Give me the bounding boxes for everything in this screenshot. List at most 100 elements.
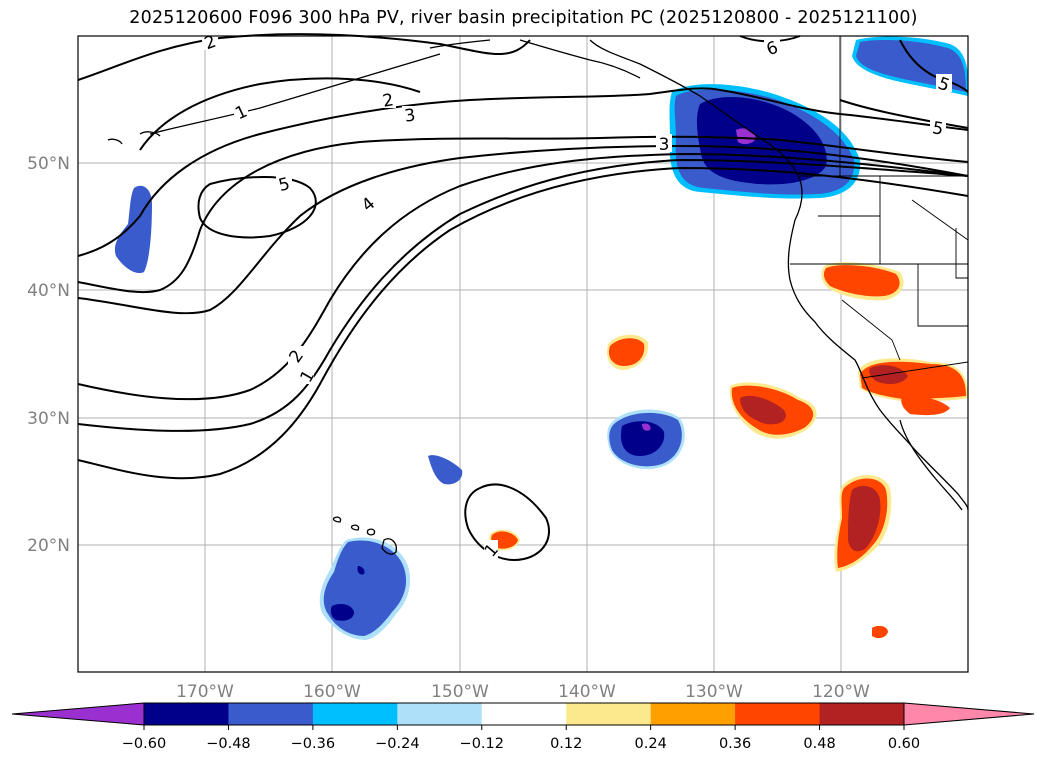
contour-label-bg <box>484 540 498 558</box>
border-line <box>861 361 969 379</box>
colorbar: −0.60 −0.48 −0.36 −0.24 −0.12 0.12 0.24 0.36 0.4… <box>11 702 1035 752</box>
precip-blob-positive <box>901 395 950 416</box>
contour-label-bg <box>276 174 292 192</box>
pv-contour <box>77 33 531 81</box>
lat-tick-label: 50°N <box>27 154 70 174</box>
pv-contour <box>77 144 969 315</box>
pv-contour <box>77 166 969 480</box>
contour-label-bg <box>656 134 672 152</box>
precip-blob-negative <box>642 423 651 431</box>
lat-tick-label: 20°N <box>27 536 70 556</box>
contour-label: 5 <box>931 118 945 140</box>
colorbar-tick-label: −0.24 <box>375 736 419 752</box>
pv-contour <box>77 158 969 432</box>
coastline <box>366 528 376 536</box>
precip-blob-positive <box>608 338 645 366</box>
colorbar-extend-right <box>904 703 1034 725</box>
border-line <box>917 264 968 327</box>
contour-label-bg <box>234 102 248 120</box>
colorbar-tick-label: 0.12 <box>550 736 582 752</box>
map-frame <box>77 35 969 673</box>
pv-contour <box>139 77 421 151</box>
border-line <box>911 199 969 241</box>
precip-blob-positive <box>848 485 881 552</box>
contour-label-bg <box>764 38 780 56</box>
lon-tick-label: 160°W <box>303 682 361 702</box>
contour-label: 5 <box>276 174 292 196</box>
contour-label: 3 <box>403 105 417 126</box>
contour-label-bg <box>402 106 418 124</box>
colorbar-cell <box>650 703 736 725</box>
pv-contours <box>77 33 969 562</box>
lat-tick-label: 40°N <box>27 281 70 301</box>
contour-label: 2 <box>381 90 395 112</box>
precip-blob-positive <box>740 395 786 425</box>
border-line <box>841 299 901 361</box>
precip-blob-positive <box>872 625 888 639</box>
contour-label-bg <box>380 90 396 108</box>
precip-blob-positive <box>823 265 900 297</box>
lon-tick-label: 140°W <box>558 682 616 702</box>
precip-blob-negative <box>428 455 463 485</box>
contour-label-bg <box>930 118 946 136</box>
colorbar-frame <box>143 702 905 726</box>
contour-label-bg <box>288 346 304 364</box>
coastline <box>899 419 963 511</box>
coastline <box>149 53 441 135</box>
lat-tick-label: 30°N <box>27 409 70 429</box>
colorbar-tick-label: 0.24 <box>635 736 667 752</box>
precip-blob-negative <box>114 185 152 274</box>
colorbar-cell <box>481 703 567 725</box>
coastline <box>589 39 969 511</box>
precip-blob-negative <box>696 97 827 185</box>
colorbar-cell <box>566 703 652 725</box>
colorbar-extend-left <box>12 703 144 725</box>
colorbar-tick-label: −0.48 <box>206 736 250 752</box>
precip-blob-negative <box>357 566 365 575</box>
colorbar-cell <box>228 703 314 725</box>
contour-label-bg <box>360 194 376 212</box>
coastline <box>429 39 491 49</box>
pv-contour <box>77 87 969 257</box>
coastline <box>519 39 641 79</box>
colorbar-tick-label: 0.60 <box>888 736 920 752</box>
colorbar-cell <box>312 703 398 725</box>
colorbar-cell <box>735 703 821 725</box>
coastline <box>332 516 342 523</box>
border-line <box>955 228 968 279</box>
pv-contour <box>77 152 969 401</box>
pv-contour <box>77 135 969 294</box>
colorbar-tick-label: 0.48 <box>803 736 835 752</box>
lon-tick-label: 150°W <box>431 682 489 702</box>
colorbar-cell <box>144 703 229 725</box>
colorbar-extend-outline <box>11 702 1035 726</box>
coastline <box>381 538 397 555</box>
graticule <box>78 36 968 672</box>
coastlines <box>107 39 969 555</box>
lon-tick-label: 170°W <box>176 682 234 702</box>
contour-label-bg <box>300 366 314 384</box>
precip-blob-negative <box>620 421 665 456</box>
pv-contour <box>464 483 550 562</box>
colorbar-tick-label: 0.36 <box>719 736 751 752</box>
precip-blob-negative <box>330 604 354 621</box>
coastline <box>139 131 161 137</box>
colorbar-cell <box>397 703 483 725</box>
coastline <box>107 138 123 145</box>
colorbar-tick-label: −0.36 <box>291 736 335 752</box>
contour-label: 3 <box>659 135 670 155</box>
contour-labels: 2 1 2 3 5 4 3 6 5 5 2 1 1 <box>202 32 952 562</box>
colorbar-tick-label: −0.12 <box>460 736 504 752</box>
map-title: 2025120600 F096 300 hPa PV, river basin … <box>129 8 918 28</box>
colorbar-cell <box>819 703 905 725</box>
lat-tick-labels: 50°N 40°N 30°N 20°N <box>27 154 70 556</box>
colorbar-tick-label: −0.60 <box>122 736 166 752</box>
pv-contour <box>839 99 969 129</box>
precip-blob-positive <box>869 365 908 384</box>
lon-tick-label: 120°W <box>812 682 870 702</box>
contour-label-bg <box>936 74 952 92</box>
lon-tick-label: 130°W <box>685 682 743 702</box>
lon-tick-labels: 170°W 160°W 150°W 140°W 130°W 120°W <box>176 682 870 702</box>
coastline <box>350 524 360 531</box>
